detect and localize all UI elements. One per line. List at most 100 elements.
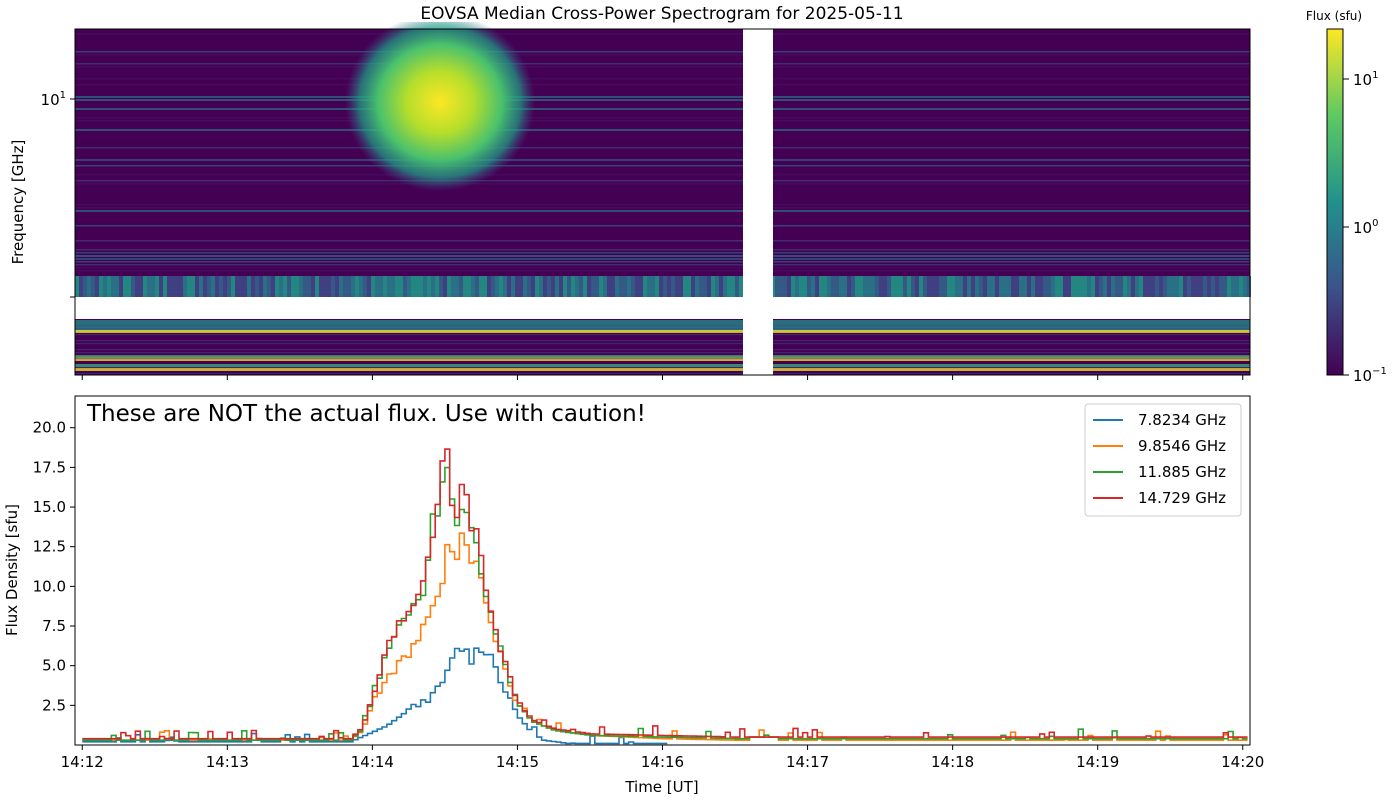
- spectrogram-cell: [1103, 276, 1107, 297]
- spectrogram-cell: [483, 276, 487, 297]
- spectrogram-cell: [563, 276, 567, 297]
- spectrogram-cell: [567, 276, 571, 297]
- spectrogram-cell: [471, 276, 475, 297]
- spectrogram-cell: [899, 276, 903, 297]
- legend-label: 14.729 GHz: [1138, 489, 1226, 507]
- spectrogram-row: [75, 325, 1250, 327]
- spectrogram-cell: [359, 276, 363, 297]
- spectrogram-cell: [959, 276, 963, 297]
- spectrogram-cell: [879, 276, 883, 297]
- spectrogram-cell: [815, 276, 819, 297]
- spectrogram-cell: [167, 276, 171, 297]
- spectrogram-cell: [995, 276, 999, 297]
- spectrogram-ylabel: Frequency [GHz]: [9, 140, 27, 265]
- spectrogram-cell: [999, 276, 1003, 297]
- spectrogram-cell: [279, 276, 283, 297]
- spectrogram-cell: [1039, 276, 1043, 297]
- spectrogram-cell: [1155, 276, 1159, 297]
- spectrogram-cell: [723, 276, 727, 297]
- spectrogram-cell: [915, 276, 919, 297]
- spectrogram-cell: [1107, 276, 1111, 297]
- spectrogram-cell: [143, 276, 147, 297]
- spectrogram-cell: [947, 276, 951, 297]
- spectrogram-cell: [983, 276, 987, 297]
- spectrogram-cell: [927, 276, 931, 297]
- spectrogram-cell: [347, 276, 351, 297]
- y-tick-label: 10.0: [33, 577, 66, 595]
- spectrogram-cell: [835, 276, 839, 297]
- spectrogram-cell: [99, 276, 103, 297]
- x-tick-label: 14:19: [1076, 753, 1119, 771]
- spectrogram-row: [75, 96, 1250, 98]
- spectrogram-row: [75, 129, 1250, 131]
- spectrogram-cell: [1095, 276, 1099, 297]
- spectrogram-row: [75, 159, 1250, 161]
- spectrogram-cell: [1211, 276, 1215, 297]
- spectrogram-cell: [511, 276, 515, 297]
- spectrogram-row: [75, 207, 1250, 209]
- spectrogram-row: [75, 51, 1250, 53]
- spectrogram-cell: [975, 276, 979, 297]
- spectrogram-cell: [335, 276, 339, 297]
- spectrogram-cell: [675, 276, 679, 297]
- spectrogram-cell: [155, 276, 159, 297]
- spectrogram-cell: [795, 276, 799, 297]
- spectrogram-row: [75, 367, 1250, 369]
- spectrogram-cell: [1183, 276, 1187, 297]
- spectrogram-cell: [475, 276, 479, 297]
- spectrogram-cell: [967, 276, 971, 297]
- spectrogram-cell: [267, 276, 271, 297]
- spectrogram-cell: [1207, 276, 1211, 297]
- spectrogram-cell: [1083, 276, 1087, 297]
- spectrogram-cell: [911, 276, 915, 297]
- spectrogram-row: [75, 258, 1250, 260]
- spectrogram-cell: [1191, 276, 1195, 297]
- spectrogram-cell: [1007, 276, 1011, 297]
- spectrogram-cell: [291, 276, 295, 297]
- spectrogram-cell: [383, 276, 387, 297]
- spectrogram-cell: [1051, 276, 1055, 297]
- spectrogram-row: [75, 108, 1250, 110]
- spectrogram-cell: [571, 276, 575, 297]
- spectrogram-cell: [1187, 276, 1191, 297]
- spectrogram-row: [75, 255, 1250, 257]
- spectrogram-cell: [295, 276, 299, 297]
- spectrogram-cell: [1243, 276, 1247, 297]
- spectrogram-cell: [1043, 276, 1047, 297]
- spectrogram-cell: [659, 276, 663, 297]
- spectrogram-cell: [91, 276, 95, 297]
- spectrogram-cell: [331, 276, 335, 297]
- spectrogram-row: [75, 54, 1250, 56]
- spectrogram-cell: [847, 276, 851, 297]
- spectrogram-cell: [551, 276, 555, 297]
- spectrogram-cell: [1171, 276, 1175, 297]
- spectrogram-row: [75, 252, 1250, 254]
- spectrogram-cell: [991, 276, 995, 297]
- spectrogram-cell: [1143, 276, 1147, 297]
- spectrogram-cell: [787, 276, 791, 297]
- spectrogram-cell: [1223, 276, 1227, 297]
- spectrogram-cell: [515, 276, 519, 297]
- spectrogram-cell: [615, 276, 619, 297]
- spectrogram-row: [75, 183, 1250, 185]
- spectrogram-row: [75, 355, 1250, 357]
- spectrogram-cell: [687, 276, 691, 297]
- spectrogram-cell: [887, 276, 891, 297]
- spectrogram-row: [75, 328, 1250, 330]
- spectrogram-row: [75, 334, 1250, 336]
- spectrogram-cell: [599, 276, 603, 297]
- legend-label: 7.8234 GHz: [1138, 411, 1226, 429]
- spectrogram-cell: [1063, 276, 1067, 297]
- spectrogram-cell: [1215, 276, 1219, 297]
- spectrogram-cell: [463, 276, 467, 297]
- masked-frequency-band: [75, 297, 1250, 319]
- spectrogram-row: [75, 352, 1250, 354]
- spectrogram-cell: [883, 276, 887, 297]
- spectrogram-row: [75, 33, 1250, 35]
- spectrogram-cell: [519, 276, 523, 297]
- spectrogram-cell: [219, 276, 223, 297]
- x-tick-label: 14:15: [496, 753, 539, 771]
- spectrogram-cell: [671, 276, 675, 297]
- spectrogram-cell: [455, 276, 459, 297]
